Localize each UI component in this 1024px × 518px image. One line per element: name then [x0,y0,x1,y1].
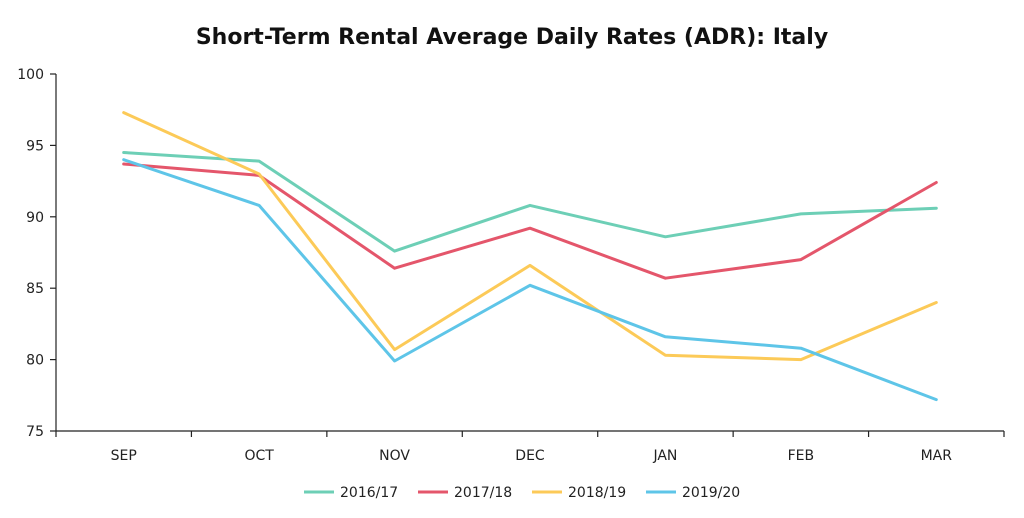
y-tick-label: 75 [26,424,44,440]
x-tick-label: FEB [788,448,815,464]
series-line-2019-20 [122,158,938,402]
series-layer [122,111,938,402]
y-tick-label: 95 [26,138,44,154]
legend-label: 2016/17 [340,485,398,501]
x-tick-label: SEP [111,448,137,464]
legend-label: 2018/19 [568,485,626,501]
x-tick-label: JAN [652,448,677,464]
series-line-2018-19 [122,111,938,362]
x-tick-label: MAR [921,448,953,464]
y-tick-label: 80 [26,353,44,369]
legend-label: 2017/18 [454,485,512,501]
x-tick-label: NOV [379,448,410,464]
y-tick-label: 90 [26,210,44,226]
legend-label: 2019/20 [682,485,740,501]
series-line-2017-18 [122,162,938,280]
y-tick-label: 85 [26,281,44,297]
chart-title: Short-Term Rental Average Daily Rates (A… [196,25,828,50]
legend: 2016/17 2017/18 2018/19 2019/20 [304,485,740,501]
x-tick-label: OCT [244,448,274,464]
y-tick-label: 100 [17,67,44,83]
series-line-2016-17 [122,151,938,253]
axes: 75 80 85 90 95 100 SEP OCT NOV DEC JAN FEB MAR [17,67,1005,464]
x-tick-label: DEC [515,448,545,464]
